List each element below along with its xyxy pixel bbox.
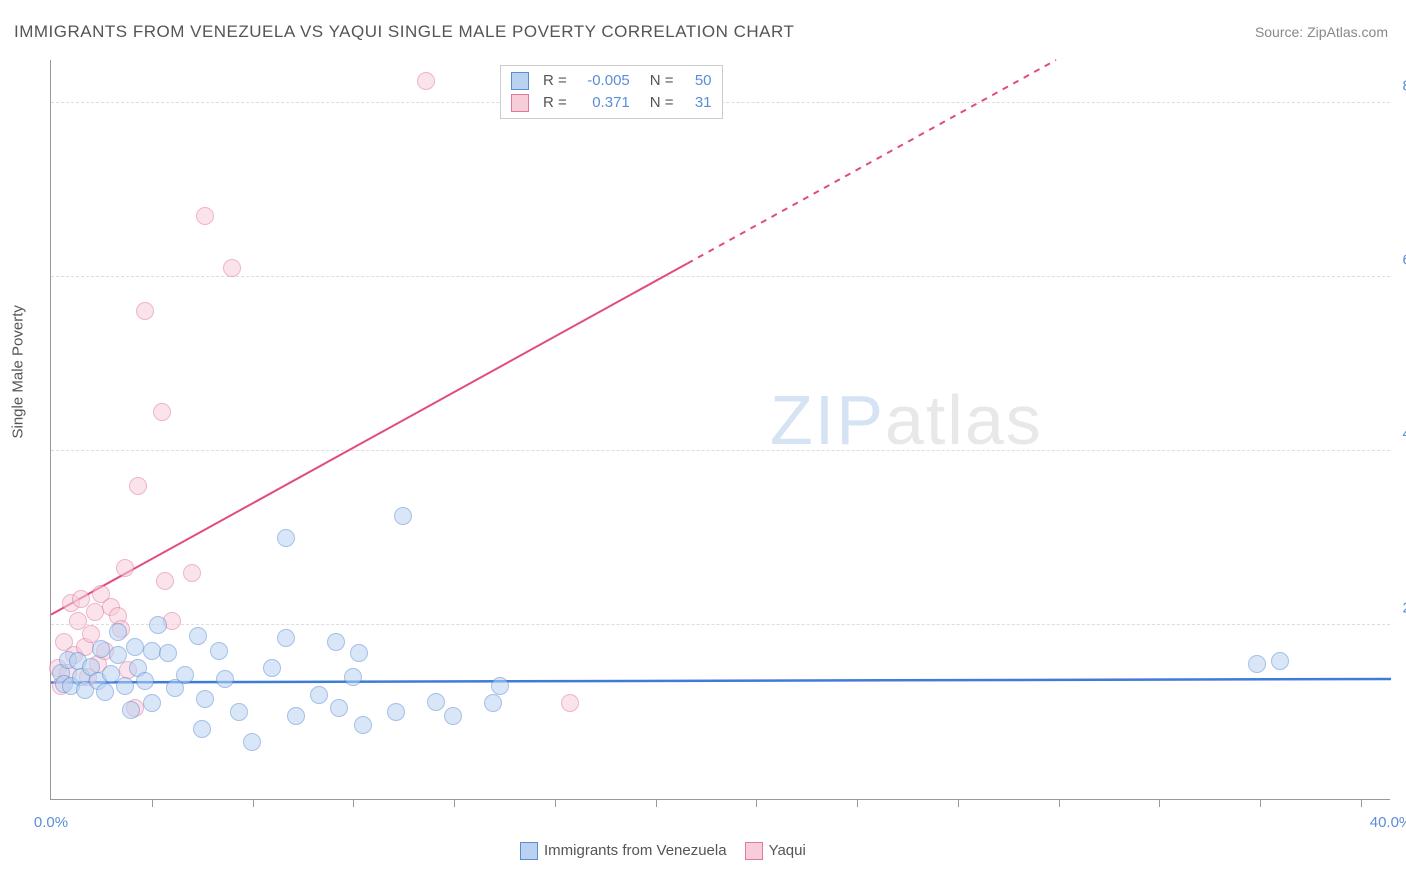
x-tick-label-end: 40.0% [1370,814,1406,831]
data-point [327,633,345,651]
data-point [223,259,241,277]
data-point [143,694,161,712]
data-point [287,707,305,725]
data-point [153,403,171,421]
data-point [491,677,509,695]
x-tick [454,799,455,807]
data-point [92,640,110,658]
stats-legend-row: R =0.371N =31 [511,92,712,114]
data-point [350,644,368,662]
data-point [86,603,104,621]
x-tick-label-start: 0.0% [34,814,68,831]
data-point [243,733,261,751]
x-tick [555,799,556,807]
x-tick [1159,799,1160,807]
x-tick [1361,799,1362,807]
data-point [122,701,140,719]
data-point [330,699,348,717]
x-tick [857,799,858,807]
x-tick [656,799,657,807]
data-point [561,694,579,712]
data-point [196,207,214,225]
data-point [193,720,211,738]
data-point [116,677,134,695]
data-point [196,690,214,708]
data-point [444,707,462,725]
data-point [96,683,114,701]
data-point [387,703,405,721]
y-tick-label: 80.0% [1402,77,1406,94]
data-point [277,529,295,547]
data-point [216,670,234,688]
x-tick [756,799,757,807]
legend-item: Immigrants from Venezuela [520,842,727,860]
data-point [109,646,127,664]
data-point [263,659,281,677]
data-point [183,564,201,582]
trend-lines [51,60,1390,799]
y-tick-label: 20.0% [1402,599,1406,616]
data-point [310,686,328,704]
data-point [1248,655,1266,673]
y-tick-label: 40.0% [1402,425,1406,442]
data-point [1271,652,1289,670]
stats-legend-row: R =-0.005N =50 [511,70,712,92]
y-tick-label: 60.0% [1402,251,1406,268]
data-point [116,559,134,577]
data-point [143,642,161,660]
x-tick [353,799,354,807]
data-point [354,716,372,734]
x-tick [1260,799,1261,807]
data-point [484,694,502,712]
chart-title: IMMIGRANTS FROM VENEZUELA VS YAQUI SINGL… [14,22,794,42]
data-point [109,623,127,641]
data-point [427,693,445,711]
data-point [210,642,228,660]
x-tick [958,799,959,807]
series-legend: Immigrants from Venezuela Yaqui [520,842,806,860]
data-point [149,616,167,634]
legend-item: Yaqui [745,842,806,860]
data-point [159,644,177,662]
data-point [126,638,144,656]
data-point [394,507,412,525]
data-point [176,666,194,684]
data-point [129,477,147,495]
data-point [417,72,435,90]
x-tick [1059,799,1060,807]
data-point [230,703,248,721]
data-point [156,572,174,590]
source-attribution: Source: ZipAtlas.com [1255,24,1388,40]
data-point [277,629,295,647]
x-tick [253,799,254,807]
data-point [136,672,154,690]
x-tick [152,799,153,807]
plot-area: 20.0%40.0%60.0%80.0%0.0%40.0% [50,60,1390,800]
data-point [344,668,362,686]
data-point [136,302,154,320]
stats-legend: R =-0.005N =50R =0.371N =31 [500,65,723,119]
y-axis-label: Single Male Poverty [10,305,27,438]
data-point [189,627,207,645]
